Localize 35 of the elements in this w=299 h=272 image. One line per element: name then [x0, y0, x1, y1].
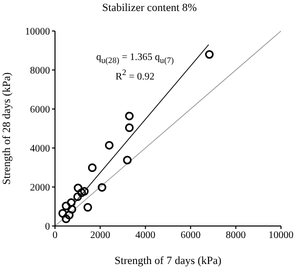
point	[104, 140, 114, 150]
chart-title: Stabilizer content 8%	[101, 2, 198, 14]
point	[80, 186, 89, 196]
y-tick-label: 8000	[30, 66, 50, 77]
point	[205, 50, 214, 59]
y-tick-label: 0	[45, 222, 50, 233]
point	[68, 204, 76, 214]
y-tick-label: 6000	[30, 104, 50, 116]
point	[125, 112, 134, 120]
y-tick-label: 10000	[25, 26, 50, 38]
y-axis-title: Strength of 28 days (kPa)	[0, 72, 13, 185]
x-axis-title: Strength of 7 days (kPa)	[114, 255, 222, 267]
x-tick-label: 8000	[226, 230, 246, 242]
point	[62, 202, 70, 210]
point	[123, 156, 132, 164]
x-tick-label: 6000	[180, 230, 201, 242]
point	[83, 202, 92, 212]
point	[77, 188, 86, 197]
x-tick-label: 10000	[268, 230, 294, 242]
x-tick-label: 4000	[135, 230, 156, 242]
point	[125, 123, 134, 132]
y-tick-label: 4000	[30, 144, 50, 155]
point	[98, 183, 106, 192]
x-tick-label: 0	[52, 230, 58, 242]
point	[62, 214, 70, 224]
annotation: R$^{2}$ = 0.92	[114, 68, 156, 82]
annotation: q$_{u(28)}$ = 1.365 q$_{u(7)}$	[95, 52, 175, 65]
point	[88, 163, 97, 172]
point	[66, 198, 76, 207]
y-tick-label: 2000	[30, 182, 50, 194]
point	[64, 210, 74, 220]
point	[73, 192, 82, 202]
x-tick-label: 2000	[90, 230, 110, 242]
point	[74, 184, 82, 192]
point	[58, 209, 67, 218]
